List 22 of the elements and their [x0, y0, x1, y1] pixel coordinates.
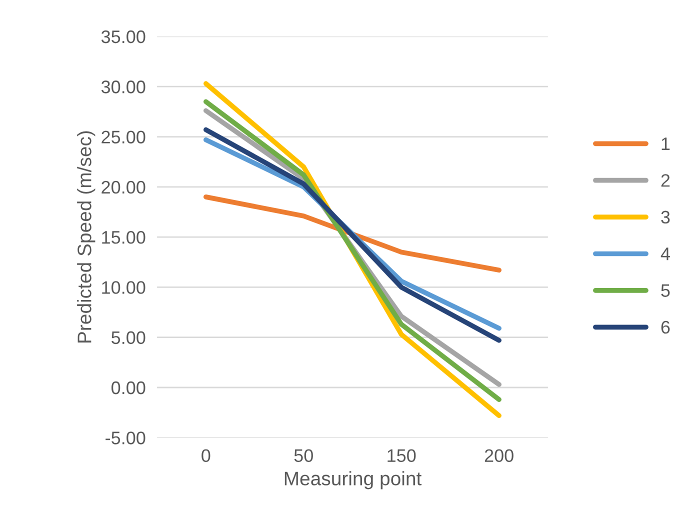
y-tick-label: 5.00 [112, 331, 146, 344]
legend-label: 6 [661, 320, 670, 334]
line-series [203, 194, 502, 273]
y-tick-label: 15.00 [102, 230, 146, 244]
legend-label: 2 [661, 174, 670, 187]
y-tick-label: 20.00 [102, 180, 146, 194]
x-tick-label: 200 [484, 449, 514, 462]
y-tick-label: 0.00 [112, 381, 146, 394]
legend-label: 3 [661, 210, 670, 224]
legend-label: 1 [662, 138, 670, 150]
y-tick-label: 25.00 [102, 130, 146, 144]
y-tick-label: 30.00 [101, 80, 146, 94]
y-tick-label: 35.00 [101, 30, 146, 44]
y-tick-label: 10.00 [102, 281, 146, 294]
x-tick-label: 150 [388, 449, 416, 462]
legend-label: 4 [660, 248, 670, 260]
y-axis-title: Predicted Speed (m/sec) [77, 131, 96, 342]
legend-label: 5 [661, 284, 670, 297]
x-tick-label: 0 [202, 449, 210, 462]
x-axis-title: Measuring point [284, 471, 422, 490]
y-tick-label: -5.00 [106, 432, 146, 444]
x-tick-label: 50 [294, 449, 313, 462]
